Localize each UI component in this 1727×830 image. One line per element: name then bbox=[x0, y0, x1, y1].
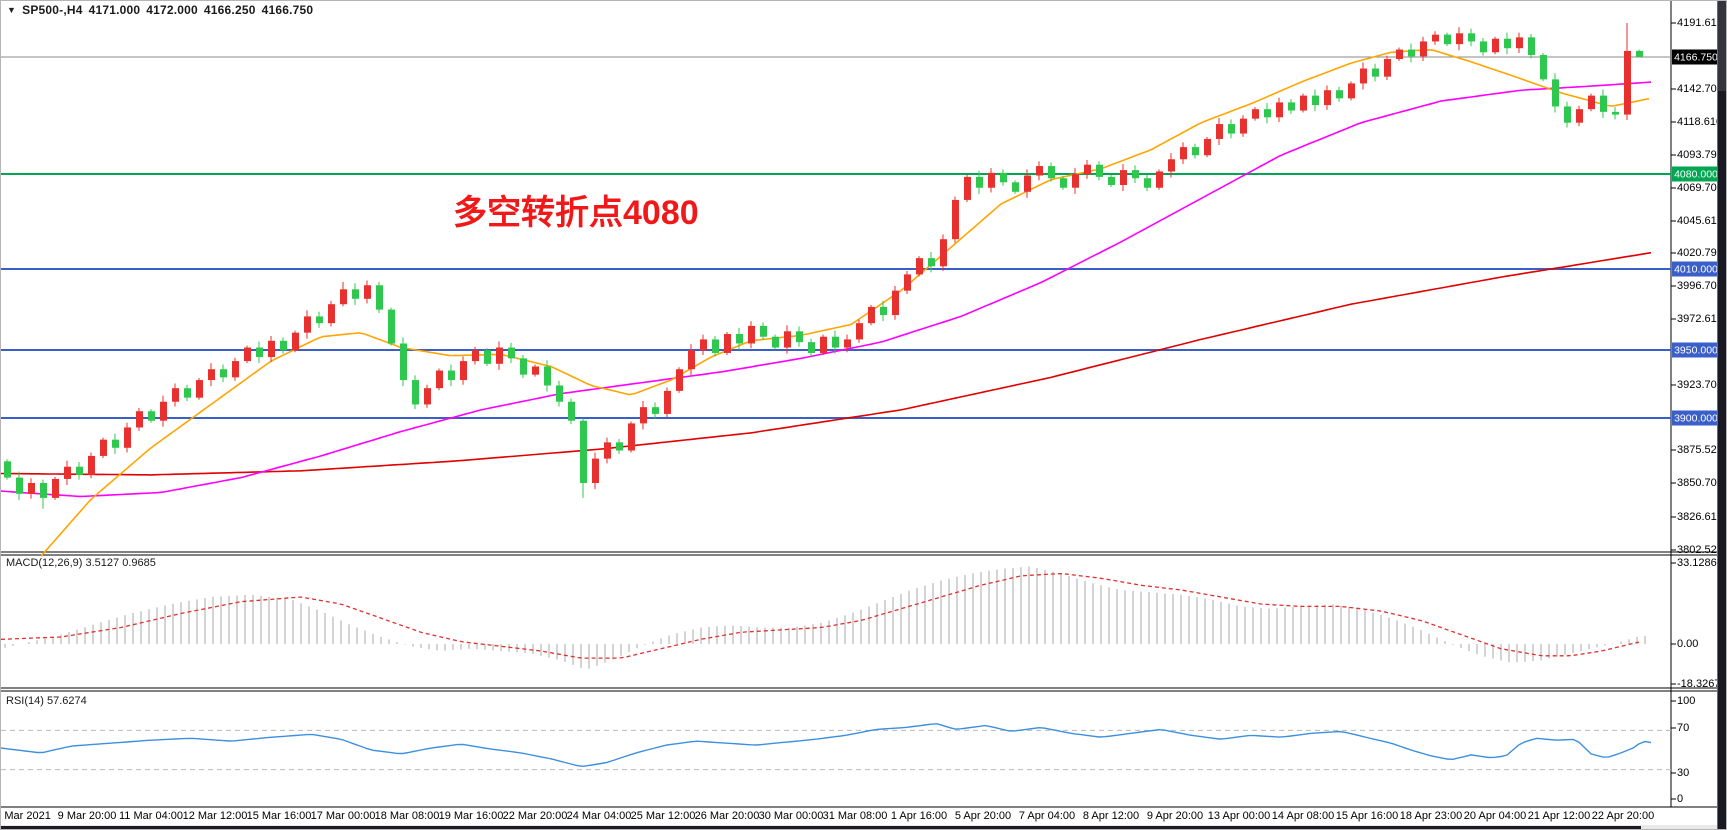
time-tick-label: 11 Mar 04:00 bbox=[118, 810, 184, 822]
time-tick-label: 21 Apr 12:00 bbox=[1527, 810, 1591, 822]
time-tick-label: 25 Mar 12:00 bbox=[630, 810, 696, 822]
rsi-indicator-label: RSI(14) 57.6274 bbox=[6, 695, 87, 707]
time-tick-label: 24 Mar 04:00 bbox=[566, 810, 632, 822]
time-tick-label: 18 Mar 08:00 bbox=[374, 810, 440, 822]
time-tick-label: 12 Mar 12:00 bbox=[182, 810, 248, 822]
horizontal-scrollbar[interactable] bbox=[1, 825, 1717, 829]
time-tick-label: 22 Mar 20:00 bbox=[502, 810, 568, 822]
time-tick-label: 14 Apr 08:00 bbox=[1271, 810, 1335, 822]
price-tick-label: 3923.700 bbox=[1677, 379, 1723, 391]
rsi-tick-label: 30 bbox=[1677, 767, 1690, 779]
symbol-marker-icon: ▼ bbox=[7, 5, 17, 15]
rsi-tick-label: 70 bbox=[1677, 722, 1690, 734]
macd-indicator-label: MACD(12,26,9) 3.5127 0.9685 bbox=[6, 557, 156, 569]
price-tick-label: 3972.610 bbox=[1677, 313, 1723, 325]
price-tick-label: 3875.520 bbox=[1677, 444, 1723, 456]
price-tick-label: 4045.610 bbox=[1677, 215, 1723, 227]
rsi-value: 57.6274 bbox=[46, 695, 87, 707]
price-tick-label: 3996.700 bbox=[1677, 280, 1723, 292]
macd-signal-value: 0.9685 bbox=[122, 557, 156, 569]
time-tick-label: 20 Apr 04:00 bbox=[1463, 810, 1527, 822]
time-tick-label: 9 Apr 20:00 bbox=[1146, 810, 1204, 822]
level-price-badge: 3950.000 bbox=[1672, 342, 1720, 358]
time-tick-label: 8 Mar 2021 bbox=[0, 810, 51, 822]
symbol-name: SP500-,H4 bbox=[22, 3, 83, 17]
price-tick-label: 4142.700 bbox=[1677, 83, 1723, 95]
dock-strip-cap bbox=[1718, 1, 1726, 91]
level-price-badge: 3900.000 bbox=[1672, 410, 1720, 426]
time-tick-label: 18 Apr 23:00 bbox=[1399, 810, 1463, 822]
rsi-tick-label: 100 bbox=[1677, 695, 1696, 707]
price-tick-label: 3850.700 bbox=[1677, 477, 1723, 489]
level-price-badge: 4080.000 bbox=[1672, 166, 1720, 182]
ohlc-low: 4166.250 bbox=[203, 3, 256, 17]
scrollbar-thumb[interactable] bbox=[1, 826, 1641, 829]
price-tick-label: 4020.790 bbox=[1677, 247, 1723, 259]
level-price-badge: 4010.000 bbox=[1672, 261, 1720, 277]
symbol-title-bar: ▼ SP500-,H4 4171.000 4172.000 4166.250 4… bbox=[7, 3, 313, 17]
time-tick-label: 30 Mar 00:00 bbox=[758, 810, 824, 822]
time-tick-label: 26 Mar 20:00 bbox=[694, 810, 760, 822]
ohlc-high: 4172.000 bbox=[146, 3, 198, 17]
macd-tick-label: 33.1286 bbox=[1677, 557, 1717, 569]
time-tick-label: 22 Apr 20:00 bbox=[1591, 810, 1655, 822]
time-tick-label: 13 Apr 00:00 bbox=[1207, 810, 1271, 822]
trend-annotation-text: 多空转折点4080 bbox=[453, 194, 699, 232]
time-tick-label: 19 Mar 16:00 bbox=[438, 810, 504, 822]
price-tick-label: 3802.520 bbox=[1677, 544, 1723, 556]
time-tick-label: 15 Apr 16:00 bbox=[1335, 810, 1399, 822]
macd-main-value: 3.5127 bbox=[85, 557, 120, 569]
price-tick-label: 4093.790 bbox=[1677, 149, 1723, 161]
time-tick-label: 5 Apr 20:00 bbox=[954, 810, 1012, 822]
rsi-name: RSI(14) bbox=[6, 695, 44, 707]
macd-tick-label: 0.00 bbox=[1677, 638, 1699, 650]
time-tick-label: 17 Mar 00:00 bbox=[310, 810, 376, 822]
ohlc-close: 4166.750 bbox=[261, 3, 314, 17]
price-tick-label: 4191.610 bbox=[1677, 17, 1723, 29]
time-tick-label: 7 Apr 04:00 bbox=[1018, 810, 1076, 822]
ohlc-open: 4171.000 bbox=[88, 3, 141, 17]
time-tick-label: 1 Apr 16:00 bbox=[890, 810, 948, 822]
time-tick-label: 9 Mar 20:00 bbox=[57, 810, 117, 822]
time-tick-label: 15 Mar 16:00 bbox=[246, 810, 312, 822]
price-tick-label: 4118.610 bbox=[1677, 116, 1723, 128]
rsi-tick-label: 0 bbox=[1677, 793, 1684, 805]
macd-name: MACD(12,26,9) bbox=[6, 557, 83, 569]
price-tick-label: 4069.700 bbox=[1677, 182, 1723, 194]
price-tick-label: 3826.610 bbox=[1677, 511, 1723, 523]
time-tick-label: 8 Apr 12:00 bbox=[1082, 810, 1140, 822]
docked-panel-edge bbox=[1717, 1, 1726, 829]
macd-tick-label: -18.3267 bbox=[1677, 678, 1721, 690]
time-tick-label: 31 Mar 08:00 bbox=[822, 810, 888, 822]
current-price-badge: 4166.750 bbox=[1672, 49, 1720, 65]
